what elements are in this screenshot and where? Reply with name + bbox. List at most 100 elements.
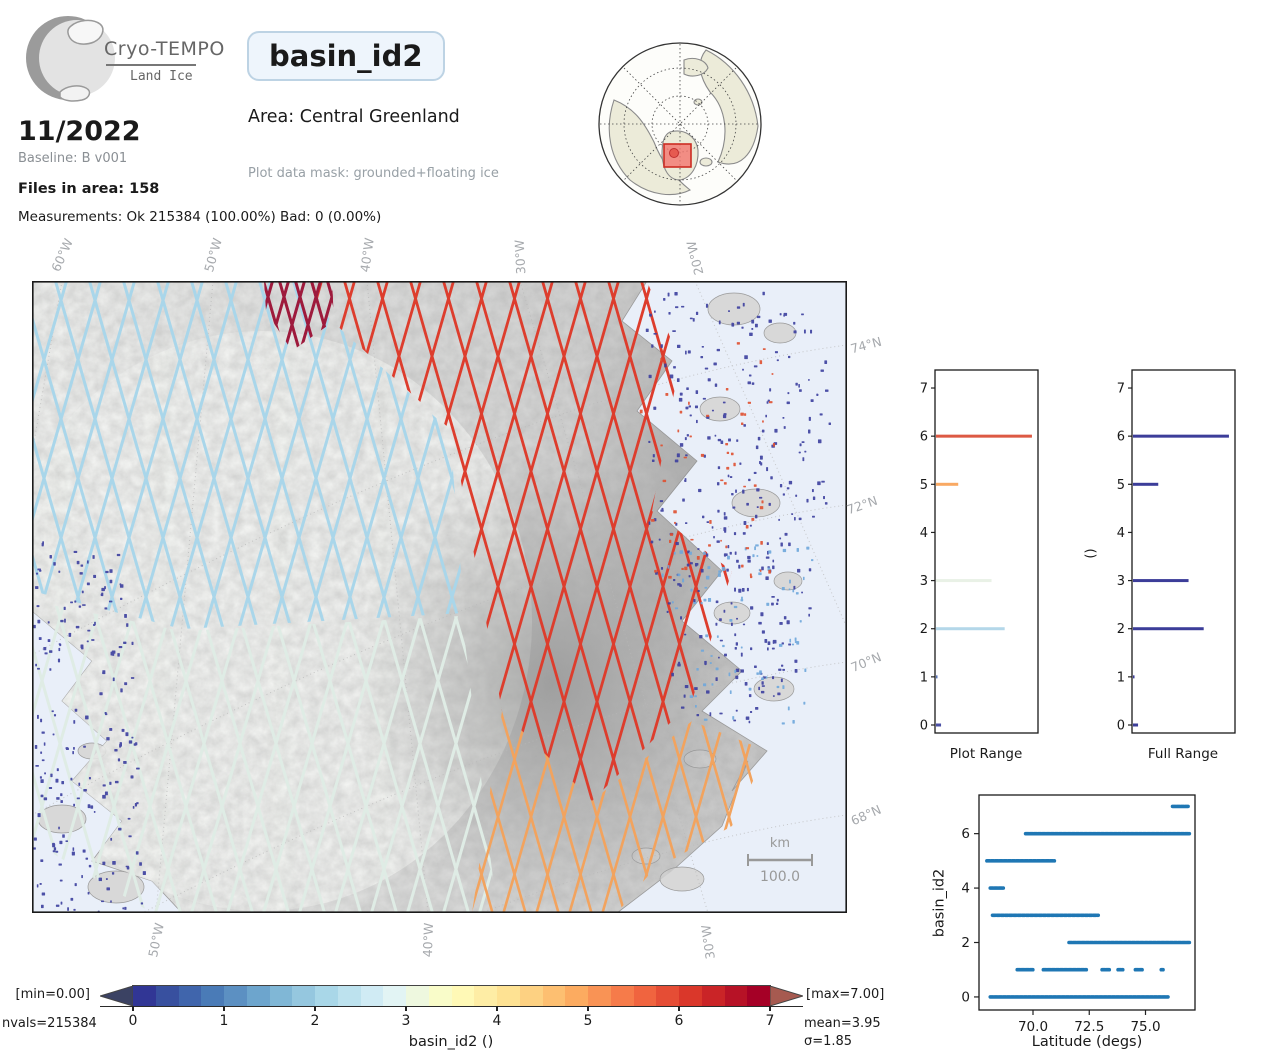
colorbar-segment	[428, 986, 452, 1006]
latitude-label: 68°N	[848, 801, 884, 829]
colorbar	[132, 985, 771, 1007]
hist-bar-basin-3	[1133, 579, 1189, 583]
hist-bar-basin-1	[936, 675, 938, 679]
coastal-measurement-speckles	[33, 541, 146, 913]
colorbar-segment	[406, 986, 429, 1006]
hist-bar-basin-0	[936, 723, 942, 727]
longitude-label: 50°W	[201, 236, 225, 274]
hist-ytick-label: 4	[1117, 526, 1125, 541]
longitude-label: 50°W	[145, 921, 167, 959]
colorbar-segment	[588, 986, 611, 1006]
colorbar-segment	[292, 986, 315, 1006]
colorbar-max-label: [max=7.00]	[806, 987, 885, 1002]
hist-bar-basin-3	[936, 579, 992, 583]
scalebar-value: 100.0	[760, 869, 800, 885]
colorbar-segment	[747, 986, 770, 1006]
scatter-series	[985, 804, 1192, 999]
map-island	[731, 488, 781, 518]
logo-greenland-outline	[67, 19, 104, 45]
hist-ytick-label: 6	[920, 430, 928, 445]
full-range-title: Full Range	[1147, 746, 1219, 762]
hist-bar-basin-0	[1133, 723, 1139, 727]
colorbar-over-arrow	[770, 986, 803, 1006]
colorbar-segment	[610, 986, 634, 1006]
hist-ytick-label: 7	[1117, 382, 1125, 397]
colorbar-tick-mark	[132, 1006, 134, 1011]
colorbar-segment	[178, 986, 202, 1006]
hist-ytick-label: 3	[1117, 574, 1125, 589]
hist-bar-basin-6	[1133, 434, 1229, 438]
hist-axes-box	[934, 369, 1039, 734]
coastal-measurement-speckles	[639, 342, 776, 579]
greenland-track-map: km 100.0	[32, 281, 847, 913]
hist-bar-basin-5	[1133, 482, 1159, 486]
colorbar-tick-mark	[314, 1006, 316, 1011]
baseline-label: Baseline: B v001	[18, 151, 128, 166]
hist-ytick-label: 2	[1117, 622, 1125, 637]
colorbar-axis-label: basin_id2 ()	[408, 1034, 494, 1050]
scatter-ylabel: basin_id2	[931, 868, 948, 938]
logo-title: Cryo-TEMPO	[104, 38, 225, 60]
colorbar-segment	[497, 986, 520, 1006]
colorbar-segment	[337, 986, 361, 1006]
colorbar-segment	[474, 986, 497, 1006]
arctic-overview-globe	[598, 42, 762, 206]
hist-ytick-label: 2	[920, 622, 928, 637]
latitude-label: 72°N	[844, 492, 880, 518]
coastal-measurement-speckles	[661, 544, 814, 725]
colorbar-segment	[201, 986, 224, 1006]
scatter-xtick-label: 72.5	[1074, 1019, 1104, 1034]
colorbar-min-label: [min=0.00]	[15, 987, 91, 1002]
hist-bar-basin-2	[1133, 627, 1204, 631]
scatter-ytick-label: 0	[961, 989, 970, 1005]
colorbar-segment	[701, 986, 725, 1006]
scatter-ytick-label: 4	[961, 881, 970, 897]
area-label: Area: Central Greenland	[248, 107, 460, 127]
colorbar-segment	[451, 986, 475, 1006]
plot-mask-label: Plot data mask: grounded+floating ice	[248, 166, 499, 181]
latitude-label: 70°N	[848, 649, 884, 675]
plot-range-title: Plot Range	[949, 746, 1023, 762]
full-range-ylabel: ()	[1083, 548, 1099, 559]
hist-bar-basin-5	[936, 482, 959, 486]
colorbar-tick-label: 3	[401, 1013, 411, 1029]
cryo-tempo-logo	[26, 16, 115, 102]
colorbar-tick-label: 0	[128, 1013, 138, 1029]
colorbar-tick-mark	[223, 1006, 225, 1011]
hist-bar-basin-6	[936, 434, 1032, 438]
files-in-area-label: Files in area: 158	[18, 181, 160, 197]
colorbar-tick-label: 4	[492, 1013, 502, 1029]
hist-ytick-label: 4	[920, 526, 928, 541]
colorbar-tick-mark	[678, 1006, 680, 1011]
colorbar-tick-mark	[587, 1006, 589, 1011]
colorbar-spine	[100, 1005, 803, 1008]
colorbar-segment	[269, 986, 293, 1006]
colorbar-tick-label: 7	[765, 1013, 775, 1029]
scatter-xlabel: Latitude (degs)	[1031, 1034, 1143, 1050]
colorbar-segment	[679, 986, 702, 1006]
colorbar-mean-label: mean=3.95	[804, 1016, 881, 1031]
hist-ytick-label: 1	[1117, 670, 1125, 685]
globe-graticule	[600, 44, 760, 204]
hist-bar-basin-2	[936, 627, 1005, 631]
longitude-label: 40°W	[419, 922, 437, 958]
area-highlight-dot	[669, 148, 679, 158]
map-island	[763, 322, 797, 344]
hist-ytick-label: 5	[920, 478, 928, 493]
colorbar-segment	[155, 986, 179, 1006]
scatter-xtick-label: 75.0	[1130, 1019, 1160, 1034]
map-island	[773, 571, 803, 591]
track-group-basin-3	[32, 601, 497, 913]
hist-axes-box	[1131, 369, 1236, 734]
hist-ytick-label: 6	[1117, 430, 1125, 445]
basin-vs-latitude-scatter: 70.0 72.5 75.0 0 2 4 6	[961, 794, 1196, 1034]
longitude-label: 30°W	[511, 239, 529, 275]
latitude-label: 74°N	[848, 333, 884, 357]
map-frame	[32, 281, 847, 913]
colorbar-segment	[519, 986, 543, 1006]
colorbar-segment	[724, 986, 748, 1006]
hist-ytick-label: 7	[920, 382, 928, 397]
colorbar-segment	[224, 986, 247, 1006]
colorbar-segment	[360, 986, 384, 1006]
